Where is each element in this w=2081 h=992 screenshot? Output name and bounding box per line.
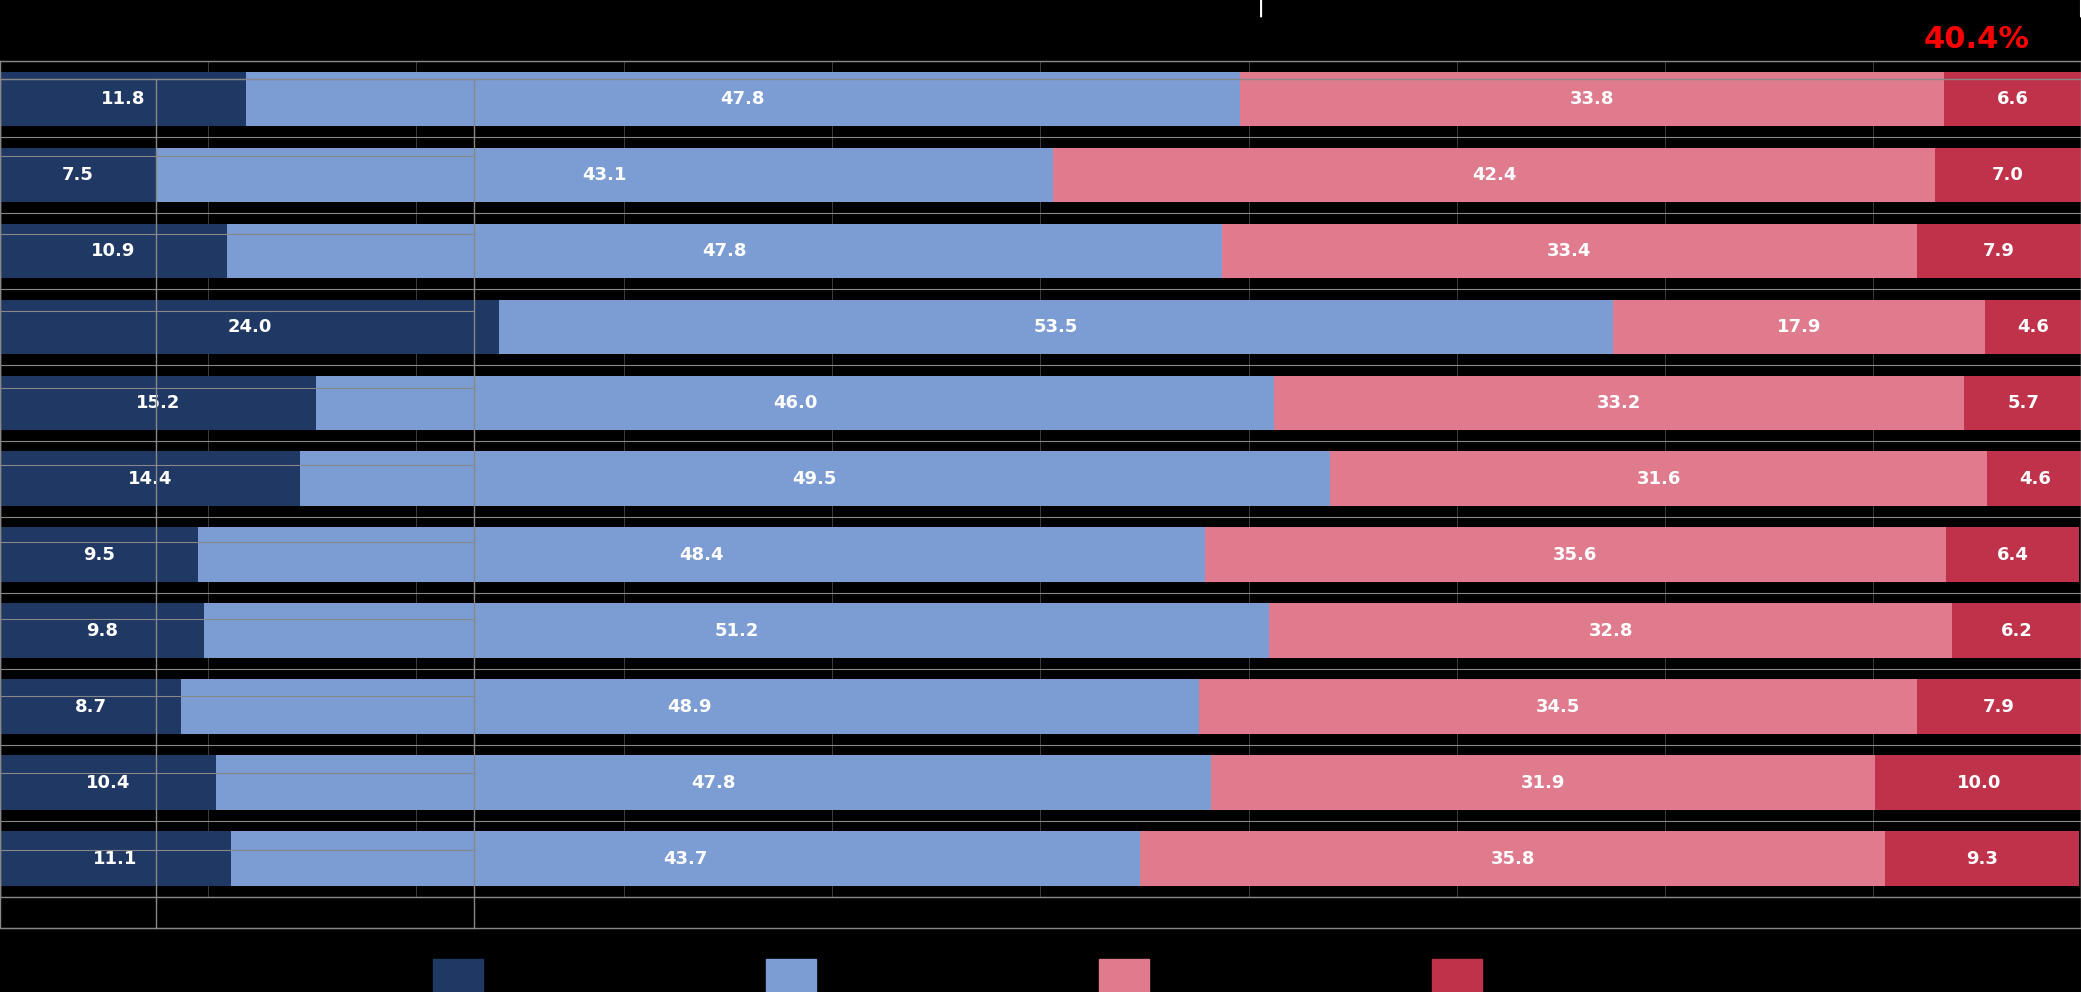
- Bar: [1222, 223, 1917, 279]
- Text: 42.4: 42.4: [1471, 166, 1517, 185]
- Bar: [0, 831, 231, 886]
- Text: 10.4: 10.4: [85, 774, 131, 792]
- Bar: [0, 376, 316, 431]
- Text: 35.6: 35.6: [1552, 546, 1598, 563]
- Bar: [1053, 148, 1935, 202]
- Bar: [0, 451, 300, 506]
- Bar: [499, 300, 1613, 354]
- Text: 47.8: 47.8: [720, 90, 766, 108]
- Text: 15.2: 15.2: [135, 394, 181, 412]
- Text: 14.4: 14.4: [127, 470, 173, 488]
- Bar: [1099, 959, 1149, 992]
- Bar: [1205, 528, 1946, 582]
- Text: 33.2: 33.2: [1596, 394, 1642, 412]
- Text: 32.8: 32.8: [1588, 622, 1634, 640]
- Bar: [0, 528, 198, 582]
- Bar: [316, 376, 1274, 431]
- Bar: [1964, 376, 2081, 431]
- Text: 5.7: 5.7: [2008, 394, 2039, 412]
- Text: 53.5: 53.5: [1034, 317, 1078, 336]
- Text: 7.9: 7.9: [1983, 242, 2014, 260]
- Bar: [227, 223, 1222, 279]
- Text: 51.2: 51.2: [714, 622, 760, 640]
- Bar: [1987, 451, 2081, 506]
- Bar: [1211, 755, 1875, 809]
- Bar: [1935, 148, 2081, 202]
- Bar: [0, 603, 204, 658]
- Text: 11.1: 11.1: [94, 849, 137, 868]
- Bar: [0, 148, 156, 202]
- Bar: [1269, 603, 1952, 658]
- Bar: [1952, 603, 2081, 658]
- Text: 10.9: 10.9: [92, 242, 135, 260]
- Text: 33.8: 33.8: [1569, 90, 1615, 108]
- Bar: [1917, 680, 2081, 734]
- Text: 24.0: 24.0: [227, 317, 273, 336]
- Bar: [0, 71, 246, 126]
- Bar: [1885, 831, 2079, 886]
- Text: 7.0: 7.0: [1992, 166, 2025, 185]
- Text: 31.6: 31.6: [1636, 470, 1681, 488]
- Bar: [1274, 376, 1964, 431]
- Bar: [0, 223, 227, 279]
- Text: 31.9: 31.9: [1521, 774, 1565, 792]
- Text: 43.7: 43.7: [664, 849, 708, 868]
- Bar: [231, 831, 1140, 886]
- Bar: [1946, 528, 2079, 582]
- Text: 34.5: 34.5: [1536, 697, 1579, 715]
- Text: 49.5: 49.5: [793, 470, 837, 488]
- Text: 9.3: 9.3: [1967, 849, 1998, 868]
- Bar: [1240, 71, 1944, 126]
- Text: 35.8: 35.8: [1490, 849, 1536, 868]
- Bar: [1985, 300, 2081, 354]
- Text: 6.6: 6.6: [1996, 90, 2029, 108]
- Text: 11.8: 11.8: [100, 90, 146, 108]
- Bar: [1432, 959, 1482, 992]
- Text: 48.4: 48.4: [678, 546, 724, 563]
- Bar: [1944, 71, 2081, 126]
- Text: 7.5: 7.5: [62, 166, 94, 185]
- Text: 47.8: 47.8: [691, 774, 737, 792]
- Text: 10.0: 10.0: [1956, 774, 2002, 792]
- Bar: [1875, 755, 2081, 809]
- Text: 7.9: 7.9: [1983, 697, 2014, 715]
- Text: 6.2: 6.2: [2000, 622, 2033, 640]
- Text: 48.9: 48.9: [668, 697, 712, 715]
- Bar: [181, 680, 1199, 734]
- Bar: [1613, 300, 1985, 354]
- Text: 4.6: 4.6: [2016, 317, 2050, 336]
- Bar: [246, 71, 1240, 126]
- Bar: [300, 451, 1330, 506]
- Text: 43.1: 43.1: [583, 166, 626, 185]
- Text: 9.5: 9.5: [83, 546, 114, 563]
- Text: 4.6: 4.6: [2019, 470, 2052, 488]
- Text: 6.4: 6.4: [1996, 546, 2029, 563]
- Text: 47.8: 47.8: [701, 242, 747, 260]
- Bar: [433, 959, 483, 992]
- Text: 33.4: 33.4: [1546, 242, 1592, 260]
- Text: 9.8: 9.8: [85, 622, 119, 640]
- Bar: [0, 680, 181, 734]
- Bar: [1330, 451, 1987, 506]
- Bar: [0, 755, 216, 809]
- Text: 17.9: 17.9: [1777, 317, 1821, 336]
- Bar: [1140, 831, 1885, 886]
- Bar: [0, 300, 499, 354]
- Bar: [766, 959, 816, 992]
- Text: 46.0: 46.0: [772, 394, 818, 412]
- Bar: [198, 528, 1205, 582]
- Bar: [204, 603, 1269, 658]
- Bar: [1199, 680, 1917, 734]
- Bar: [1917, 223, 2081, 279]
- Text: 8.7: 8.7: [75, 697, 106, 715]
- Bar: [156, 148, 1053, 202]
- Bar: [216, 755, 1211, 809]
- Text: 40.4%: 40.4%: [1925, 25, 2029, 54]
